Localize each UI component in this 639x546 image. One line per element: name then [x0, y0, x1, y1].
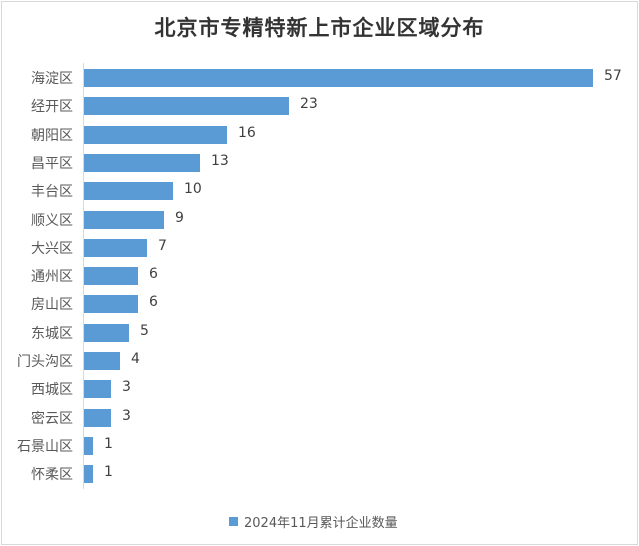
data-label: 57	[604, 68, 622, 84]
bar-row: 东城区 5	[0, 319, 639, 347]
category-label: 东城区	[31, 325, 73, 342]
category-label: 密云区	[31, 410, 73, 427]
data-label: 5	[140, 322, 149, 339]
legend-label: 2024年11月累计企业数量	[244, 515, 398, 531]
category-axis-line	[83, 63, 84, 489]
data-label: 6	[149, 266, 158, 283]
category-label: 门头沟区	[17, 354, 73, 370]
data-label: 4	[131, 351, 140, 367]
category-label: 经开区	[31, 99, 73, 116]
bar	[84, 380, 111, 399]
category-label: 顺义区	[31, 212, 73, 229]
bar	[84, 210, 164, 229]
category-label: 昌平区	[31, 155, 73, 172]
bar	[84, 267, 138, 286]
bar-row: 海淀区 57	[0, 64, 639, 92]
data-label: 7	[158, 237, 167, 254]
bar	[84, 125, 227, 144]
data-label: 13	[211, 152, 229, 169]
data-label: 9	[175, 209, 184, 226]
category-label: 怀柔区	[31, 467, 73, 484]
category-label: 房山区	[31, 297, 73, 314]
bar-row: 西城区 3	[0, 375, 639, 403]
bar	[84, 408, 111, 427]
data-label: 3	[122, 379, 131, 396]
category-label: 石景山区	[17, 438, 73, 455]
bar-row: 怀柔区 1	[0, 460, 639, 488]
data-label: 23	[300, 96, 318, 113]
data-label: 6	[149, 294, 158, 311]
bar	[84, 323, 129, 342]
bar-row: 通州区 6	[0, 262, 639, 290]
bar	[84, 182, 173, 201]
data-label: 16	[238, 124, 256, 141]
bar-row: 房山区 6	[0, 290, 639, 318]
data-label: 1	[104, 464, 113, 481]
bar-row: 经开区 23	[0, 92, 639, 120]
category-label: 丰台区	[31, 184, 73, 201]
category-label: 海淀区	[31, 71, 73, 87]
legend: 2024年11月累计企业数量	[229, 512, 398, 531]
bar-row: 大兴区 7	[0, 234, 639, 262]
bar-row: 丰台区 10	[0, 177, 639, 205]
chart-title: 北京市专精特新上市企业区域分布	[154, 15, 485, 40]
bar	[84, 295, 138, 314]
data-label: 10	[184, 181, 202, 198]
category-label: 西城区	[31, 382, 73, 399]
legend-swatch-icon	[229, 516, 238, 526]
bar	[84, 436, 93, 455]
bar-row: 石景山区 1	[0, 432, 639, 460]
category-label: 通州区	[31, 269, 73, 286]
bar	[84, 97, 289, 116]
bar	[84, 238, 147, 257]
bar-row: 密云区 3	[0, 404, 639, 432]
bar	[84, 352, 120, 370]
bar-row: 门头沟区 4	[0, 347, 639, 375]
bar	[84, 153, 200, 172]
bar-row: 昌平区 13	[0, 149, 639, 177]
bar-row: 顺义区 9	[0, 206, 639, 234]
bar	[84, 69, 593, 87]
category-label: 大兴区	[31, 240, 73, 257]
bar-row: 朝阳区 16	[0, 121, 639, 149]
bar	[84, 465, 93, 484]
data-label: 1	[104, 435, 113, 452]
category-label: 朝阳区	[31, 127, 73, 144]
data-label: 3	[122, 407, 131, 424]
